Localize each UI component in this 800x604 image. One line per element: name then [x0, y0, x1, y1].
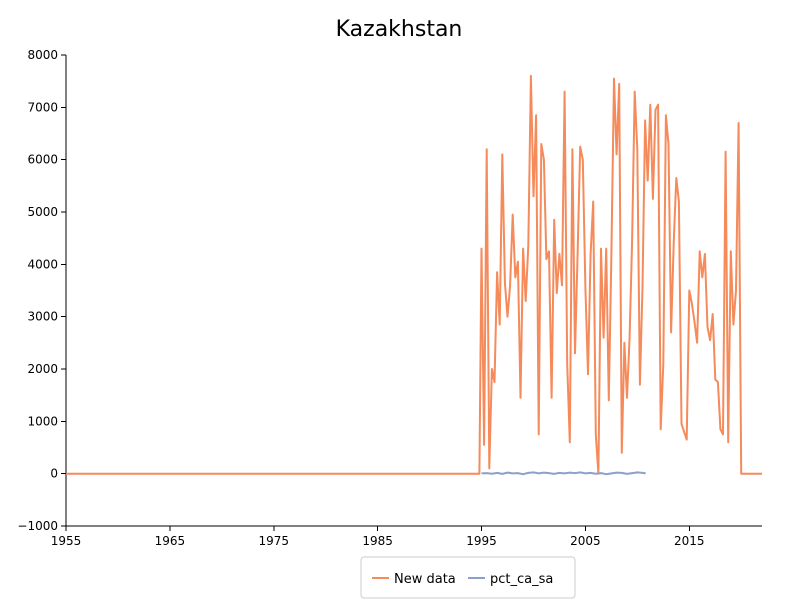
plot-area: [66, 74, 762, 476]
x-tick-label: 2005: [570, 534, 601, 548]
axes: −1000 0 1000 2000 3000 4000 5000 6000 7000 8000 19…: [17, 48, 762, 548]
chart-title: Kazakhstan: [336, 17, 463, 42]
y-tick-label: 6000: [27, 153, 58, 167]
y-tick-label: −1000: [17, 519, 58, 533]
y-tick-label: 4000: [27, 257, 58, 271]
x-tick-label: 1965: [155, 534, 186, 548]
x-tick-label: 2015: [674, 534, 705, 548]
legend: New data pct_ca_sa: [360, 556, 576, 599]
x-tick-label: 1985: [362, 534, 393, 548]
y-tick-label: 1000: [27, 414, 58, 428]
legend-item: pct_ca_sa: [468, 572, 553, 587]
y-tick-label: 0: [50, 467, 58, 481]
legend-item: New data: [372, 572, 456, 587]
x-tick-label: 1975: [258, 534, 289, 548]
x-tick-label: 1995: [466, 534, 497, 548]
series-line-pct-ca-sa: [481, 471, 646, 476]
x-tick-label: 1955: [51, 534, 82, 548]
y-tick-label: 8000: [27, 48, 58, 62]
y-tick-label: 3000: [27, 310, 58, 324]
y-tick-label: 5000: [27, 205, 58, 219]
series-line-new-data: [66, 74, 762, 475]
legend-label: pct_ca_sa: [490, 572, 553, 587]
y-tick-label: 2000: [27, 362, 58, 376]
y-tick-label: 7000: [27, 100, 58, 114]
legend-label: New data: [394, 572, 456, 587]
